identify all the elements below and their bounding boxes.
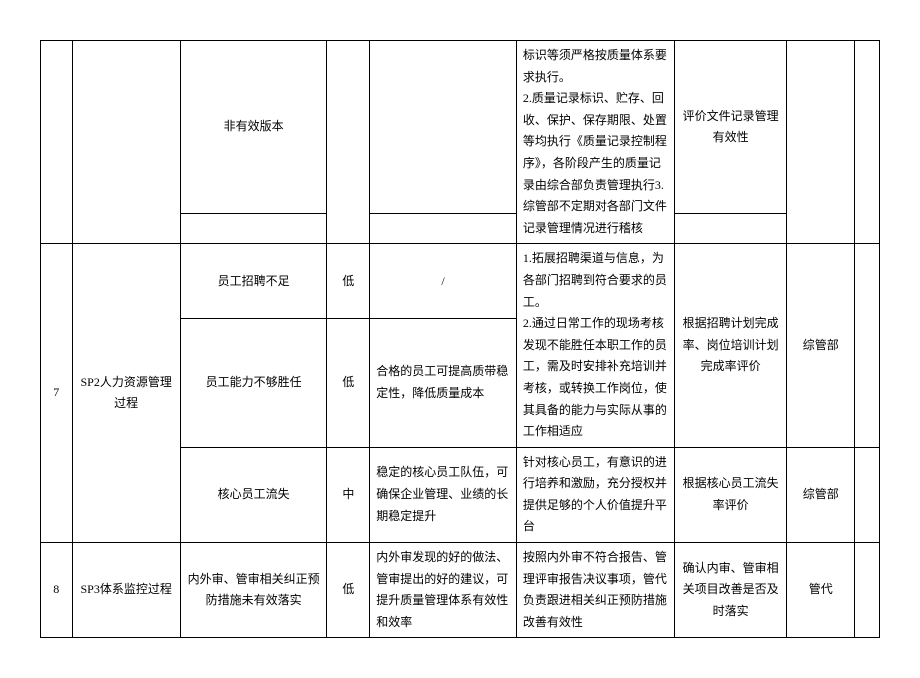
cell-risk: 员工能力不够胜任 — [180, 319, 327, 447]
cell-opp: / — [370, 244, 517, 319]
cell-num: 8 — [41, 543, 73, 638]
cell-level: 中 — [327, 447, 370, 542]
risk-table: 非有效版本 标识等须严格按质量体系要求执行。 2.质量记录标识、贮存、回收、保护… — [40, 40, 880, 638]
cell-level: 低 — [327, 244, 370, 319]
table-row: 非有效版本 标识等须严格按质量体系要求执行。 2.质量记录标识、贮存、回收、保护… — [41, 41, 880, 214]
table-row: 7 SP2人力资源管理过程 员工招聘不足 低 / 1.拓展招聘渠道与信息，为各部… — [41, 244, 880, 319]
cell-process: SP2人力资源管理过程 — [72, 244, 180, 543]
table-row: 8 SP3体系监控过程 内外审、管审相关纠正预防措施未有效落实 低 内外审发现的… — [41, 543, 880, 638]
cell-dept: 管代 — [787, 543, 855, 638]
cell-opp: 内外审发现的好的做法、管审提出的好的建议，可提升质量管理体系有效性和效率 — [370, 543, 517, 638]
cell-eval: 评价文件记录管理有效性 — [674, 41, 787, 214]
cell-risk: 核心员工流失 — [180, 447, 327, 542]
cell-eval: 根据招聘计划完成率、岗位培训计划完成率评价 — [674, 244, 787, 447]
cell-measure: 按照内外审不符合报告、管理评审报告决议事项，管代负责跟进相关纠正预防措施改善有效… — [516, 543, 674, 638]
cell-process: SP3体系监控过程 — [72, 543, 180, 638]
cell-opp: 稳定的核心员工队伍，可确保企业管理、业绩的长期稳定提升 — [370, 447, 517, 542]
cell-eval: 根据核心员工流失率评价 — [674, 447, 787, 542]
cell-eval: 确认内审、管审相关项目改善是否及时落实 — [674, 543, 787, 638]
cell-measure: 1.拓展招聘渠道与信息，为各部门招聘到符合要求的员工。 2.通过日常工作的现场考… — [516, 244, 674, 447]
cell-dept: 综管部 — [787, 447, 855, 542]
cell-opp: 合格的员工可提高质带稳定性，降低质量成本 — [370, 319, 517, 447]
cell-risk: 员工招聘不足 — [180, 244, 327, 319]
cell-num: 7 — [41, 244, 73, 543]
cell-measure: 标识等须严格按质量体系要求执行。 2.质量记录标识、贮存、回收、保护、保存期限、… — [516, 41, 674, 244]
cell-dept: 综管部 — [787, 244, 855, 447]
cell-level: 低 — [327, 319, 370, 447]
cell-level: 低 — [327, 543, 370, 638]
cell-risk: 内外审、管审相关纠正预防措施未有效落实 — [180, 543, 327, 638]
cell-risk: 非有效版本 — [180, 41, 327, 214]
cell-measure: 针对核心员工，有意识的进行培养和激励，充分授权并提供足够的个人价值提升平台 — [516, 447, 674, 542]
